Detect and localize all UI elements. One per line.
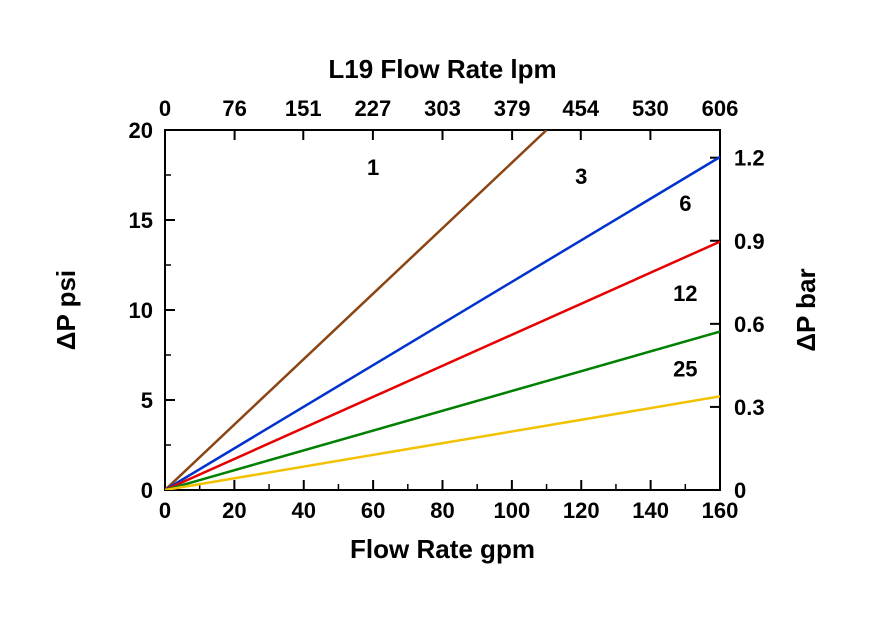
x-top-tick: 0 [159,96,171,121]
y-right-tick: 1.2 [734,146,765,171]
y-right-tick: 0.6 [734,312,765,337]
x-top-tick: 606 [702,96,739,121]
x-top-tick: 379 [494,96,531,121]
pressure-flow-chart: 0204060801001201401600761512273033794545… [0,0,882,626]
series-label: 25 [673,357,697,382]
chart-svg: 0204060801001201401600761512273033794545… [0,0,882,626]
x-bottom-tick: 20 [222,498,246,523]
series-line [165,157,720,490]
series-label: 3 [575,164,587,189]
y-left-tick: 0 [141,478,153,503]
series-label: 6 [679,191,691,216]
x-top-tick: 151 [285,96,322,121]
x-top-tick: 227 [355,96,392,121]
y-left-title: ΔP psi [51,270,81,350]
plot-area [165,130,720,490]
x-top-tick: 530 [632,96,669,121]
x-top-tick: 76 [222,96,246,121]
x-bottom-title: Flow Rate gpm [350,534,535,564]
series-label: 12 [673,281,697,306]
x-bottom-tick: 0 [159,498,171,523]
x-bottom-tick: 60 [361,498,385,523]
y-right-tick: 0 [734,478,746,503]
series-label: 1 [367,155,379,180]
x-bottom-tick: 100 [494,498,531,523]
y-right-tick: 0.9 [734,229,765,254]
x-top-title: L19 Flow Rate lpm [328,54,556,84]
x-bottom-tick: 160 [702,498,739,523]
x-top-tick: 303 [424,96,461,121]
x-bottom-tick: 140 [632,498,669,523]
y-right-tick: 0.3 [734,395,765,420]
x-top-tick: 454 [562,96,599,121]
y-left-tick: 20 [129,118,153,143]
y-right-title: ΔP bar [791,268,821,351]
x-bottom-tick: 80 [430,498,454,523]
x-bottom-tick: 40 [292,498,316,523]
y-left-tick: 10 [129,298,153,323]
y-left-tick: 5 [141,388,153,413]
series-line [165,242,720,490]
x-bottom-tick: 120 [563,498,600,523]
y-left-tick: 15 [129,208,153,233]
